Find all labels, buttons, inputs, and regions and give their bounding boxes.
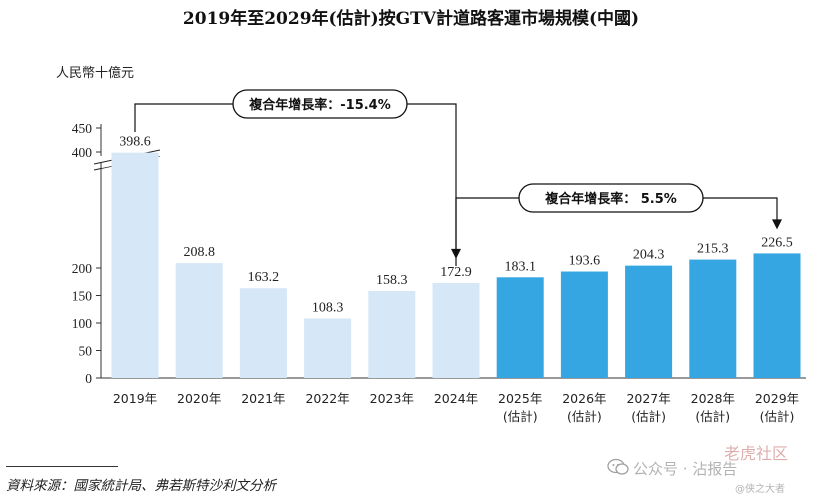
y-tick-label: 100: [72, 316, 93, 331]
chart-title: 2019年至2029年(估計)按GTV計道路客運市場規模(中國): [183, 8, 639, 29]
x-tick-label: 2029年: [755, 391, 799, 406]
x-tick-sublabel: (估計): [567, 409, 602, 424]
y-tick-label: 0: [85, 371, 92, 386]
x-tick-sublabel: (估計): [760, 409, 795, 424]
bar: [239, 288, 287, 378]
watermark-corner-b: @侠之大者: [735, 484, 785, 495]
bar: [304, 318, 352, 378]
cagr-bubble: [232, 89, 408, 119]
value-labels: 398.6 208.8 163.2 108.3 158.3 172.9 183.1 193.6…: [119, 135, 793, 316]
data-label: 193.6: [569, 254, 601, 269]
x-tick-label: 2022年: [305, 391, 349, 406]
y-tick-label: 400: [72, 145, 93, 160]
data-label: 398.6: [119, 135, 151, 150]
cagr-label: 複合年增長率： 5.5%: [544, 191, 677, 207]
y-tick-label: 450: [72, 121, 93, 136]
bar: [689, 259, 737, 378]
data-label: 172.9: [440, 265, 472, 280]
x-tick-sublabel: (估計): [631, 409, 666, 424]
bars: [111, 152, 801, 378]
cagr-arrowhead: [772, 219, 782, 230]
x-tick-label: 2019年: [113, 391, 157, 406]
x-tick-label: 2023年: [370, 391, 414, 406]
data-label: 183.1: [504, 259, 536, 274]
x-tick-label: 2026年: [562, 391, 606, 406]
cagr-label: 複合年增長率：-15.4%: [248, 97, 391, 113]
data-label: 208.8: [183, 245, 215, 260]
y-axis-unit-label: 人民幣十億元: [56, 65, 134, 81]
x-tick-label: 2025年: [498, 391, 542, 406]
y-tick-label: 150: [72, 289, 93, 304]
x-tick-label: 2027年: [626, 391, 670, 406]
data-label: 163.2: [248, 270, 280, 285]
bar: [496, 277, 544, 378]
x-tick-label: 2028年: [691, 391, 735, 406]
watermark-corner-a: 老虎社区: [724, 444, 789, 463]
x-tick-label: 2021年: [241, 391, 285, 406]
cagr-bubble: [518, 183, 704, 213]
bar: [625, 265, 673, 378]
bar: [368, 290, 416, 378]
data-label: 215.3: [697, 242, 729, 257]
x-tick-label: 2024年: [434, 391, 478, 406]
y-tick-label: 50: [79, 344, 93, 359]
cagr-connector: [134, 103, 457, 257]
y-tick-label: 200: [72, 261, 93, 276]
data-label: 108.3: [312, 300, 344, 315]
source-note: 資料來源：國家統計局、弗若斯特沙利文分析: [6, 478, 276, 494]
source-divider: [6, 466, 118, 467]
bar: [111, 152, 159, 378]
x-tick-sublabel: (估計): [503, 409, 538, 424]
category-labels: 2019年 2020年 2021年 2022年 2023年 2024年 2025年 (估計) 2…: [113, 391, 799, 424]
data-label: 158.3: [376, 273, 408, 288]
watermark-account: 公众号 · 沾报告: [633, 460, 738, 478]
data-label: 204.3: [633, 248, 665, 263]
bar: [175, 263, 223, 378]
bar: [560, 271, 608, 378]
cagr-annotations: 複合年增長率：-15.4% 複合年增長率： 5.5%: [134, 89, 782, 266]
x-tick-label: 2020年: [177, 391, 221, 406]
bar: [432, 282, 480, 378]
data-label: 226.5: [761, 235, 793, 250]
x-tick-sublabel: (估計): [695, 409, 730, 424]
bar: [753, 253, 801, 378]
wechat-icon: [607, 458, 629, 475]
